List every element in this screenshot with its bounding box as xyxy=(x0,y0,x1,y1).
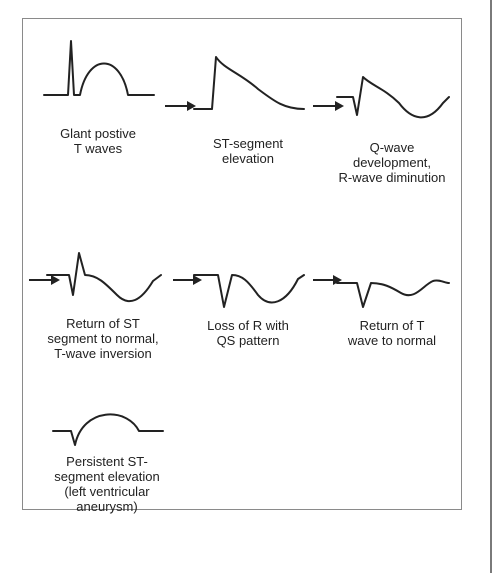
waveform-cell-n7: Persistent ST- segment elevation (left v… xyxy=(37,387,177,515)
arrow-n2-n3 xyxy=(313,99,345,113)
arrow-n4-n5 xyxy=(173,273,203,287)
waveform-cell-n3: Q-wave development, R-wave diminution xyxy=(325,53,459,186)
page: Glant postive T waves ST-segment elevatio… xyxy=(0,0,500,573)
right-edge-line xyxy=(490,0,492,573)
waveform-label-n6: Return of T wave to normal xyxy=(325,319,459,349)
waveform-icon-n3 xyxy=(331,53,453,137)
arrow-icon xyxy=(29,273,61,287)
waveform-icon-n1 xyxy=(38,29,158,123)
waveform-cell-n4: Return of ST segment to normal, T-wave i… xyxy=(33,239,173,362)
waveform-label-n4: Return of ST segment to normal, T-wave i… xyxy=(33,317,173,362)
waveform-label-n5: Loss of R with QS pattern xyxy=(183,319,313,349)
arrow-icon xyxy=(313,99,345,113)
waveform-icon-n7 xyxy=(47,387,167,451)
waveform-cell-n2: ST-segment elevation xyxy=(183,43,313,167)
waveform-label-n2: ST-segment elevation xyxy=(183,137,313,167)
waveform-label-n1: Glant postive T waves xyxy=(33,127,163,157)
waveform-icon-n6 xyxy=(331,249,453,315)
diagram-frame: Glant postive T waves ST-segment elevatio… xyxy=(22,18,462,510)
waveform-cell-n1: Glant postive T waves xyxy=(33,29,163,157)
arrow-n3-n4 xyxy=(29,273,61,287)
arrow-n1-n2 xyxy=(165,99,197,113)
waveform-icon-n5 xyxy=(188,245,308,315)
waveform-icon-n2 xyxy=(188,43,308,133)
arrow-icon xyxy=(313,273,343,287)
waveform-cell-n6: Return of T wave to normal xyxy=(325,249,459,349)
arrow-icon xyxy=(165,99,197,113)
waveform-label-n3: Q-wave development, R-wave diminution xyxy=(325,141,459,186)
arrow-n5-n6 xyxy=(313,273,343,287)
waveform-label-n7: Persistent ST- segment elevation (left v… xyxy=(37,455,177,515)
waveform-cell-n5: Loss of R with QS pattern xyxy=(183,245,313,349)
arrow-icon xyxy=(173,273,203,287)
